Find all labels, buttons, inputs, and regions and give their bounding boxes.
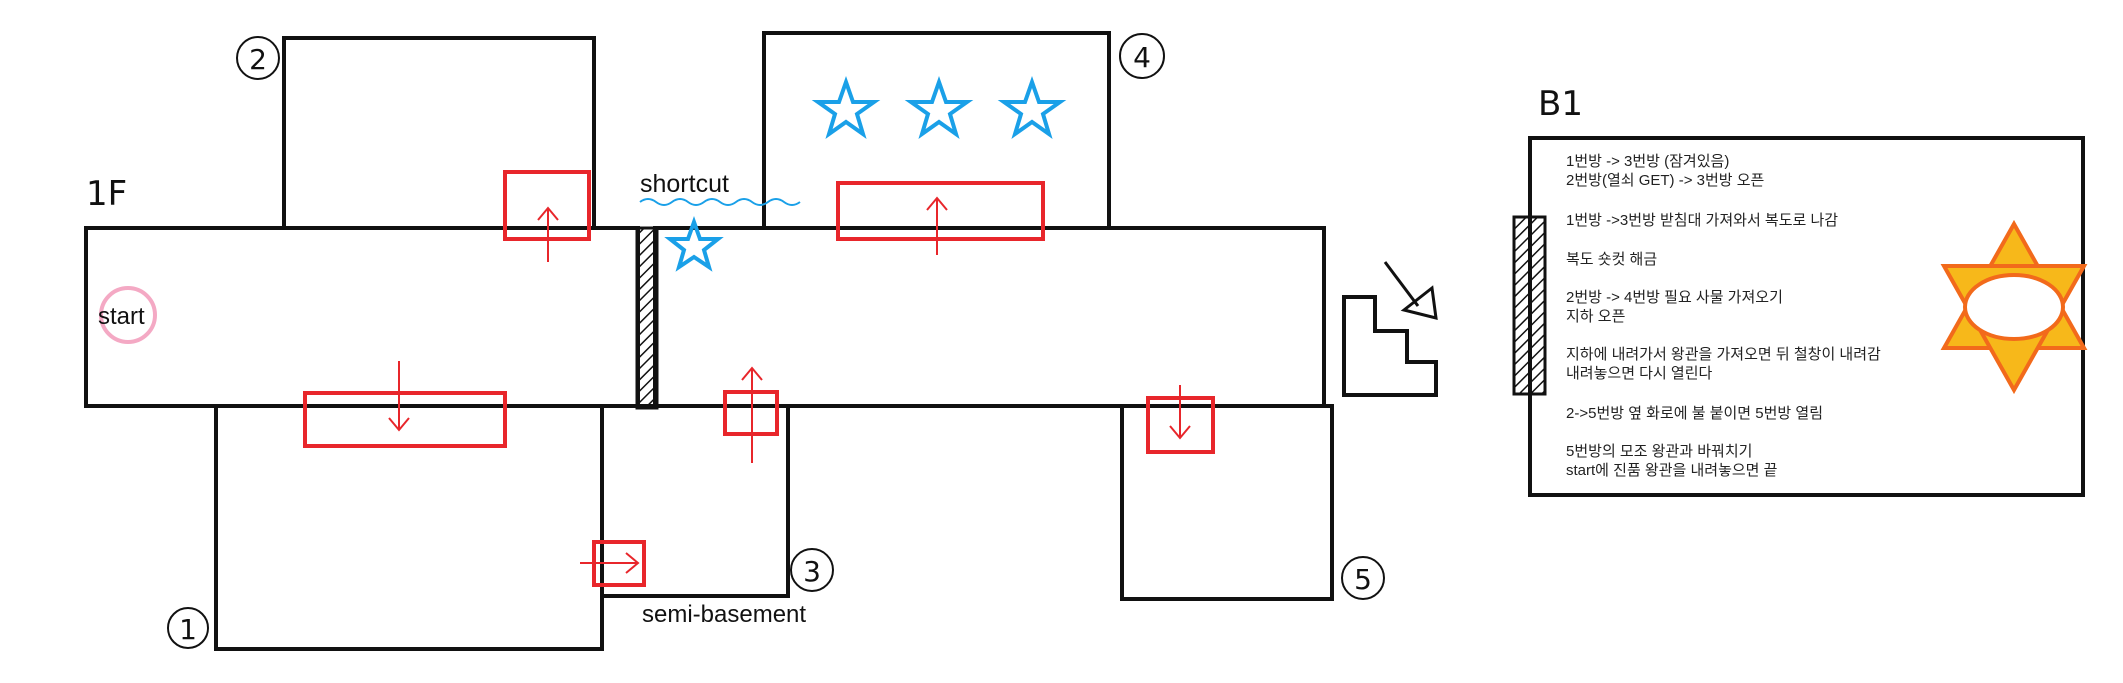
shortcut-gate (635, 226, 659, 410)
door-room-2 (503, 170, 591, 262)
solution-notes: 1번방 -> 3번방 (잠겨있음) 2번방(열쇠 GET) -> 3번방 오픈 … (1566, 153, 1881, 479)
note-line: 복도 숏컷 해금 (1566, 251, 1657, 268)
door-room-5 (1146, 385, 1215, 454)
room-number-2: 2 (236, 36, 280, 80)
sun-icon (1940, 219, 2088, 395)
room-number-1-text: 1 (179, 613, 197, 646)
corridor-left (84, 226, 640, 408)
note-line: 내려놓으면 다시 열린다 (1566, 365, 1713, 382)
note-line: 2->5번방 옆 화로에 불 붙이면 5번방 열림 (1566, 405, 1823, 422)
room-number-2-text: 2 (249, 43, 267, 76)
corridor-right (653, 226, 1326, 408)
semi-basement-label: semi-basement (642, 601, 806, 628)
note-line: 2번방 -> 4번방 필요 사물 가져오기 (1566, 289, 1783, 306)
door-room-3-side (580, 540, 646, 587)
room-number-5: 5 (1341, 556, 1385, 600)
star-icon (904, 75, 974, 139)
note-line: 5번방의 모조 왕관과 바꿔치기 (1566, 443, 1752, 460)
note-line: start에 진품 왕관을 내려놓으면 끝 (1566, 462, 1778, 479)
note-line: 지하에 내려가서 왕관을 가져오면 뒤 철창이 내려감 (1566, 346, 1881, 363)
room-5 (1120, 404, 1334, 601)
shortcut-label: shortcut (640, 170, 729, 198)
room-number-4: 4 (1119, 33, 1165, 79)
room-2 (282, 36, 596, 230)
basement-label: B1 (1538, 84, 1583, 124)
room-number-5-text: 5 (1354, 563, 1372, 596)
note-line: 1번방 -> 3번방 (잠겨있음) (1566, 153, 1729, 170)
door-room-3-top (723, 366, 779, 463)
shortcut-underline (639, 198, 801, 206)
room-3 (600, 404, 790, 598)
floor-label: 1F (86, 174, 127, 214)
star-icon (997, 75, 1067, 139)
room-number-1: 1 (167, 607, 209, 649)
star-icon (664, 215, 724, 272)
room-number-3-text: 3 (803, 555, 821, 588)
start-label: start (98, 303, 145, 330)
note-line: 1번방 ->3번방 받침대 가져와서 복도로 나감 (1566, 212, 1838, 229)
stairs-icon (1342, 261, 1438, 397)
star-icon (811, 75, 881, 139)
note-line: 지하 오픈 (1566, 308, 1625, 325)
room-number-4-text: 4 (1133, 41, 1151, 74)
door-room-1 (303, 361, 507, 448)
door-room-4 (836, 181, 1045, 255)
room-1 (214, 404, 604, 651)
basement-gate (1512, 215, 1547, 396)
room-number-3: 3 (790, 548, 834, 592)
start-circle (99, 286, 157, 344)
note-line: 2번방(열쇠 GET) -> 3번방 오픈 (1566, 172, 1764, 189)
